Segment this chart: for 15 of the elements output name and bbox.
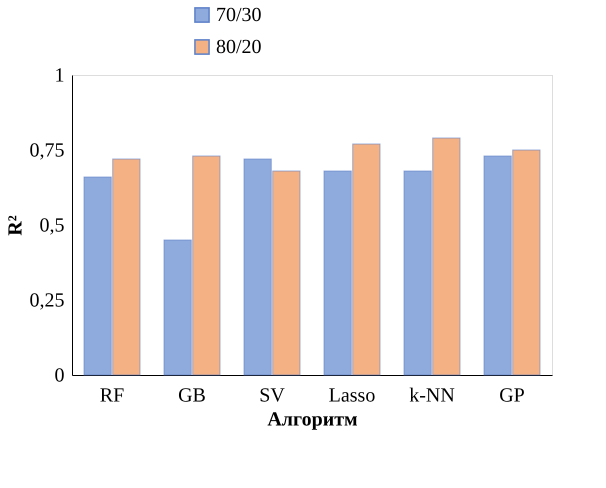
- y-tick-label: 0: [54, 364, 64, 386]
- x-tick-label: GB: [178, 384, 206, 406]
- x-tick-label: RF: [100, 384, 124, 406]
- y-tick-label: 0,75: [30, 140, 64, 162]
- y-tick-label: 1: [54, 64, 64, 86]
- y-axis-title: R²: [4, 215, 26, 236]
- x-tick-label: GP: [499, 384, 525, 406]
- x-axis-title: Алгоритм: [267, 408, 358, 430]
- x-tick-label: k-NN: [409, 384, 455, 406]
- x-tick-label: SV: [259, 384, 286, 406]
- legend-label: 80/20: [216, 36, 262, 58]
- y-tick-label: 0,5: [40, 214, 64, 236]
- y-tick-label: 0,25: [30, 290, 64, 312]
- x-tick-label: Lasso: [328, 384, 376, 406]
- legend-label: 70/30: [216, 4, 262, 26]
